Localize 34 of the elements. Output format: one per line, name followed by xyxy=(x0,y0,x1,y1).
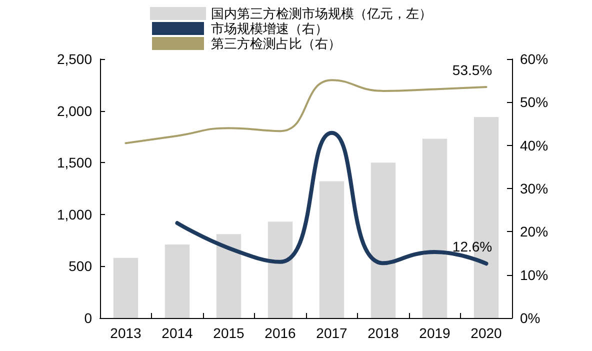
legend-label: 第三方检测占比（右） xyxy=(211,36,341,51)
y-tick-label: 500 xyxy=(68,258,92,274)
legend-label: 市场规模增速（右） xyxy=(211,21,328,36)
bar xyxy=(216,234,242,318)
line-series xyxy=(124,79,488,144)
y2-tick-label: 10% xyxy=(520,266,548,283)
x-tick-label: 2018 xyxy=(368,325,400,341)
bar xyxy=(113,258,138,318)
x-tick-label: 2020 xyxy=(470,325,502,341)
y2-tick-label: 50% xyxy=(520,94,548,110)
y-tick-label: 2,500 xyxy=(56,51,92,67)
x-tick-label: 2013 xyxy=(110,325,142,341)
data-label: 12.6% xyxy=(452,238,492,255)
x-tick-label: 2014 xyxy=(162,325,194,341)
bar xyxy=(422,138,448,318)
bar xyxy=(319,181,344,318)
bar xyxy=(268,222,293,318)
y-tick-label: 0 xyxy=(84,310,92,326)
x-tick-label: 2016 xyxy=(264,325,296,341)
x-tick-label: 2019 xyxy=(419,325,451,341)
y-tick-label: 2,000 xyxy=(56,102,92,119)
x-tick-label: 2015 xyxy=(213,325,245,341)
y-tick-label: 1,500 xyxy=(56,154,92,171)
bar xyxy=(370,162,396,318)
y-tick-label: 1,000 xyxy=(56,206,92,222)
data-label: 53.5% xyxy=(452,62,492,78)
y2-tick-label: 60% xyxy=(520,51,548,67)
y2-tick-label: 0% xyxy=(520,310,540,326)
y2-tick-label: 30% xyxy=(520,180,548,196)
legend-label: 国内第三方检测市场规模（亿元，左） xyxy=(211,6,432,21)
y2-tick-label: 20% xyxy=(520,224,548,240)
bar xyxy=(164,244,190,318)
y2-tick-label: 40% xyxy=(520,137,548,154)
x-tick-label: 2017 xyxy=(316,325,348,341)
